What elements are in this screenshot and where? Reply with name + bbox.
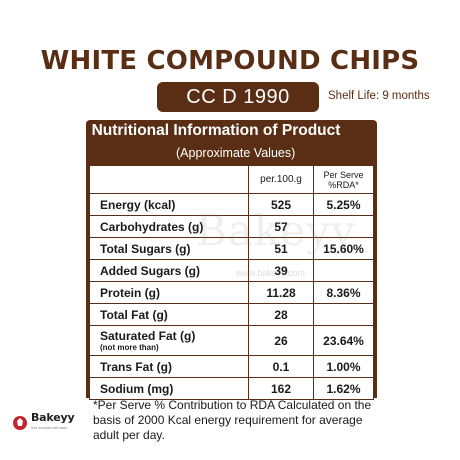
- table-row: Total Fat (g) 28: [89, 303, 374, 326]
- shelf-life-text: Shelf Life: 9 months: [328, 90, 430, 102]
- nutrient-name: Total Sugars (g): [89, 237, 249, 260]
- nutrient-per100: 51: [248, 237, 314, 260]
- nutrient-per100: 162: [248, 377, 314, 400]
- table-row: Energy (kcal) 525 5.25%: [89, 193, 374, 216]
- product-title: WHITE COMPOUND CHIPS: [40, 46, 420, 76]
- nutrient-per100: 39: [248, 259, 314, 282]
- nutrition-panel-title: Nutritional Information of Product: [91, 122, 341, 139]
- nutrient-name-cell: Saturated Fat (g) (not more than): [89, 325, 249, 356]
- nutrient-perserve: 23.64%: [313, 325, 374, 356]
- nutrient-perserve: [313, 215, 374, 238]
- nutrient-per100: 525: [248, 193, 314, 216]
- nutrient-name: Added Sugars (g): [89, 259, 249, 282]
- nutrient-per100: 0.1: [248, 355, 314, 378]
- header-blank-cell: [89, 165, 249, 194]
- table-row: Saturated Fat (g) (not more than) 26 23.…: [89, 325, 374, 356]
- table-header-row: per.100.g Per Serve %RDA*: [89, 165, 374, 194]
- product-code-badge: CC D 1990: [157, 82, 319, 112]
- nutrient-note: (not more than): [100, 342, 159, 352]
- header-perserve-line1: Per Serve: [323, 169, 364, 180]
- header-perserve: Per Serve %RDA*: [313, 165, 374, 194]
- nutrient-name: Sodium (mg): [89, 377, 249, 400]
- nutrient-name: Carbohydrates (g): [89, 215, 249, 238]
- nutrient-per100: 26: [248, 325, 314, 356]
- nutrient-name: Trans Fat (g): [89, 355, 249, 378]
- nutrient-perserve: 1.00%: [313, 355, 374, 378]
- nutrition-table: per.100.g Per Serve %RDA* Energy (kcal) …: [89, 165, 374, 400]
- table-row: Protein (g) 11.28 8.36%: [89, 281, 374, 304]
- header-per100: per.100.g: [248, 165, 314, 194]
- table-row: Trans Fat (g) 0.1 1.00%: [89, 355, 374, 378]
- table-row: Sodium (mg) 162 1.62%: [89, 377, 374, 400]
- nutrient-name: Energy (kcal): [89, 193, 249, 216]
- table-row: Carbohydrates (g) 57: [89, 215, 374, 238]
- table-row: Added Sugars (g) 39: [89, 259, 374, 282]
- nutrient-name: Saturated Fat (g): [100, 328, 196, 343]
- header-perserve-line2: %RDA*: [328, 179, 359, 190]
- nutrient-perserve: 1.62%: [313, 377, 374, 400]
- nutrient-per100: 57: [248, 215, 314, 238]
- nutrient-perserve: [313, 259, 374, 282]
- rda-footnote: *Per Serve % Contribution to RDA Calcula…: [93, 398, 372, 442]
- logo-wordmark: Bakeyy: [31, 411, 75, 424]
- logo-tagline: let's innovate with taste: [31, 426, 68, 430]
- bakeyy-logo-icon: [13, 416, 27, 430]
- nutrition-panel-subtitle: (Approximate Values): [176, 146, 296, 160]
- nutrient-name: Protein (g): [89, 281, 249, 304]
- brand-logo: Bakeyy let's innovate with taste: [11, 411, 75, 445]
- nutrient-name: Total Fat (g): [89, 303, 249, 326]
- table-row: Total Sugars (g) 51 15.60%: [89, 237, 374, 260]
- nutrient-per100: 11.28: [248, 281, 314, 304]
- nutrient-perserve: 15.60%: [313, 237, 374, 260]
- nutrient-perserve: 8.36%: [313, 281, 374, 304]
- nutrient-perserve: 5.25%: [313, 193, 374, 216]
- nutrient-perserve: [313, 303, 374, 326]
- nutrient-per100: 28: [248, 303, 314, 326]
